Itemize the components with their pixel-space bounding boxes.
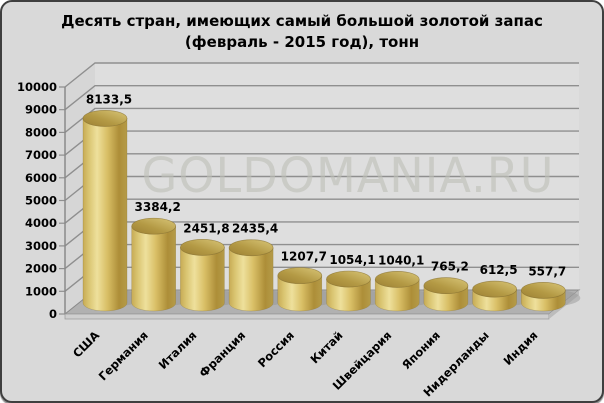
gridline (64, 107, 579, 133)
x-category-label: Германия (96, 328, 151, 383)
y-tick-label: 3000 (25, 239, 57, 253)
bar-cylinder-body (82, 118, 128, 312)
x-category-label: Индия (501, 328, 541, 368)
bar-cylinder-top (374, 271, 420, 288)
y-tick-label: 9000 (25, 103, 57, 117)
bar-cylinder-top (277, 267, 323, 284)
bar-value-label: 1040,1 (378, 253, 424, 267)
y-tick-label: 1000 (25, 284, 57, 298)
y-tick-label: 7000 (25, 148, 57, 162)
x-category-label: Италия (156, 328, 200, 372)
bar-cylinder-top (82, 110, 128, 127)
bar-value-label: 765,2 (431, 260, 469, 274)
x-category-label: США (70, 328, 102, 360)
chart-floor-front-edge (64, 313, 550, 320)
x-category-label: Китай (307, 328, 345, 366)
gridline (64, 85, 579, 111)
bar-cylinder-top (180, 238, 225, 256)
bar-cylinder-body (180, 247, 225, 312)
bar-cylinder-top (520, 281, 566, 299)
gridline (64, 62, 579, 88)
chart-title-line2: (февраль - 2015 год), тонн (184, 33, 420, 51)
bar-cylinder-top (423, 277, 469, 294)
x-category-label: Россия (255, 328, 297, 370)
bar-cylinder-body (131, 226, 176, 312)
y-tick-label: 10000 (17, 80, 57, 94)
bar-value-label: 2435,4 (232, 222, 278, 236)
y-tick-label: 4000 (25, 216, 57, 230)
bar-cylinder-top (472, 280, 517, 298)
bar-cylinder-top (131, 217, 177, 235)
bar-value-label: 1054,1 (329, 253, 375, 267)
bar-cylinder-top (228, 239, 274, 257)
x-category-label: Япония (399, 328, 443, 372)
bar-cylinder-body (228, 247, 274, 312)
y-tick-label: 8000 (25, 125, 57, 139)
bar-value-label: 8133,5 (86, 92, 132, 106)
chart-title-line1: Десять стран, имеющих самый большой золо… (61, 12, 543, 30)
bar-value-label: 1207,7 (281, 250, 327, 264)
x-category-label: Франция (196, 328, 248, 380)
bar-value-label: 2451,8 (183, 221, 229, 235)
chart-title: Десять стран, имеющих самый большой золо… (2, 11, 602, 53)
bar-value-label: 557,7 (528, 264, 566, 278)
bar-value-label: 3384,2 (135, 200, 181, 214)
bar-value-label: 612,5 (480, 263, 518, 277)
y-tick-label: 6000 (25, 171, 57, 185)
bar-cylinder-top (326, 270, 371, 288)
y-tick-label: 2000 (25, 262, 57, 276)
y-tick-label: 5000 (25, 194, 57, 208)
watermark-text: GOLDOMANIA.RU (142, 148, 555, 204)
y-tick-label: 0 (49, 307, 57, 321)
